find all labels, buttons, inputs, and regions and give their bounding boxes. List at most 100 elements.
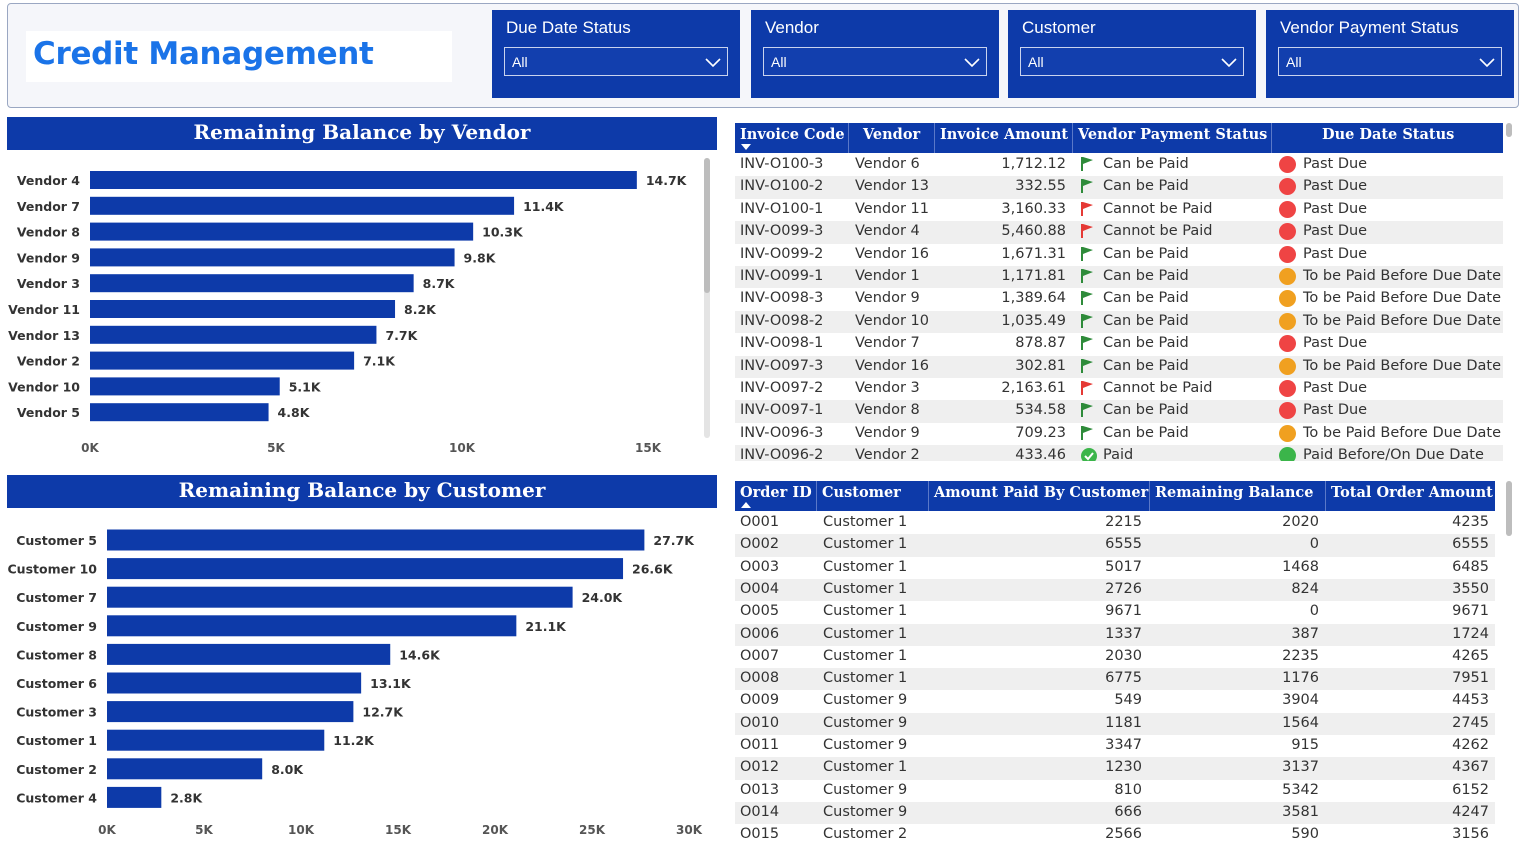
vendor-payment-status: Can be Paid bbox=[1103, 156, 1189, 172]
chevron-down-icon bbox=[1479, 58, 1495, 68]
table-row[interactable]: O006 Customer 1 1337 387 1724 bbox=[735, 623, 1495, 646]
table-row[interactable]: INV-O096-2 Vendor 2 433.46 Paid Paid Before/… bbox=[735, 445, 1503, 461]
table-row[interactable]: O002 Customer 1 6555 0 6555 bbox=[735, 534, 1495, 557]
vendor-name: Vendor 1 bbox=[855, 268, 920, 284]
customer-name: Customer 9 bbox=[823, 781, 908, 798]
order-id: O008 bbox=[740, 670, 780, 687]
category-label: Vendor 13 bbox=[8, 328, 80, 343]
invoice-table-scrollbar[interactable] bbox=[1506, 123, 1512, 137]
table-row[interactable]: INV-O099-2 Vendor 16 1,671.31 Can be Paid Pa… bbox=[735, 244, 1503, 266]
order-id: O001 bbox=[740, 514, 780, 530]
category-label: Customer 6 bbox=[16, 676, 97, 691]
vendor-payment-status-dropdown[interactable]: All bbox=[1278, 47, 1502, 76]
col-vendor[interactable]: Vendor bbox=[863, 126, 921, 143]
table-row[interactable]: O012 Customer 1 1230 3137 4367 bbox=[735, 757, 1495, 780]
scrollbar-thumb[interactable] bbox=[1506, 481, 1512, 536]
table-row[interactable]: O003 Customer 1 5017 1468 6485 bbox=[735, 557, 1495, 579]
category-label: Customer 2 bbox=[16, 762, 97, 777]
table-row[interactable]: INV-O097-1 Vendor 8 534.58 Can be Paid Past … bbox=[735, 400, 1503, 423]
col-vendor-payment-status[interactable]: Vendor Payment Status bbox=[1078, 126, 1268, 143]
data-label: 7.1K bbox=[363, 354, 396, 369]
invoice-code: INV-O097-3 bbox=[740, 357, 824, 374]
total-order-amount: 4453 bbox=[1452, 692, 1489, 709]
table-row[interactable]: INV-O099-1 Vendor 1 1,171.81 Can be Paid To … bbox=[735, 266, 1503, 289]
table-row[interactable]: O014 Customer 9 666 3581 4247 bbox=[735, 801, 1495, 825]
invoice-code: INV-O100-3 bbox=[740, 156, 824, 172]
bar bbox=[90, 196, 515, 215]
order-table-scrollbar[interactable] bbox=[1506, 481, 1512, 536]
col-invoice-amount[interactable]: Invoice Amount bbox=[940, 126, 1069, 143]
order-id: O013 bbox=[740, 781, 780, 798]
remaining-balance: 3904 bbox=[1282, 692, 1319, 709]
table-row[interactable]: INV-O099-3 Vendor 4 5,460.88 Cannot be Paid… bbox=[735, 221, 1503, 244]
col-total-order-amount[interactable]: Total Order Amount bbox=[1331, 484, 1493, 501]
col-order-id[interactable]: Order ID bbox=[740, 484, 812, 501]
dropdown-value: All bbox=[1286, 54, 1302, 70]
col-remaining-balance[interactable]: Remaining Balance bbox=[1155, 484, 1314, 501]
customer-dropdown[interactable]: All bbox=[1020, 47, 1244, 76]
customer-name: Customer 9 bbox=[823, 737, 908, 753]
vendor-name: Vendor 7 bbox=[855, 335, 920, 352]
table-row[interactable]: O011 Customer 9 3347 915 4262 bbox=[735, 735, 1495, 757]
table-row[interactable]: O015 Customer 2 2566 590 3156 bbox=[735, 824, 1495, 846]
vendor-payment-status: Cannot be Paid bbox=[1103, 200, 1213, 217]
amount-paid: 2566 bbox=[1105, 826, 1142, 843]
status-dot-icon bbox=[1279, 268, 1296, 285]
vendor-name: Vendor 11 bbox=[855, 200, 930, 217]
table-row[interactable]: INV-O098-3 Vendor 9 1,389.64 Can be Paid To … bbox=[735, 288, 1503, 310]
scrollbar-thumb[interactable] bbox=[704, 158, 710, 293]
table-row[interactable]: O007 Customer 1 2030 2235 4265 bbox=[735, 646, 1495, 668]
vendor-name: Vendor 2 bbox=[855, 447, 920, 461]
table-row[interactable]: O013 Customer 9 810 5342 6152 bbox=[735, 780, 1495, 802]
title-box bbox=[26, 31, 452, 82]
table-row[interactable]: O009 Customer 9 549 3904 4453 bbox=[735, 690, 1495, 712]
bar bbox=[107, 786, 162, 808]
table-row[interactable]: INV-O097-3 Vendor 16 302.81 Can be Paid To b… bbox=[735, 355, 1503, 378]
total-order-amount: 4235 bbox=[1452, 514, 1489, 530]
col-amount-paid[interactable]: Amount Paid By Customer bbox=[934, 484, 1149, 501]
table-row[interactable]: O008 Customer 1 6775 1176 7951 bbox=[735, 668, 1495, 691]
vendor-payment-status: Can be Paid bbox=[1103, 424, 1189, 441]
total-order-amount: 4262 bbox=[1452, 737, 1489, 753]
table-row[interactable]: O001 Customer 1 2215 2020 4235 bbox=[735, 512, 1495, 534]
table-row[interactable]: O004 Customer 1 2726 824 3550 bbox=[735, 578, 1495, 602]
col-invoice-code[interactable]: Invoice Code bbox=[740, 126, 845, 143]
col-customer[interactable]: Customer bbox=[822, 484, 901, 501]
category-label: Customer 5 bbox=[16, 533, 97, 548]
table-row[interactable]: O010 Customer 9 1181 1564 2745 bbox=[735, 712, 1495, 736]
table-row[interactable]: INV-O100-3 Vendor 6 1,712.12 Can be Paid Pas… bbox=[735, 154, 1503, 176]
vendor-chart-scrollbar[interactable] bbox=[704, 158, 710, 438]
dropdown-value: All bbox=[512, 54, 528, 70]
green-flag-icon bbox=[1080, 156, 1094, 176]
x-tick-label: 10K bbox=[288, 823, 315, 837]
data-label: 11.2K bbox=[333, 733, 375, 748]
amount-paid: 666 bbox=[1114, 803, 1142, 820]
invoice-amount: 1,389.64 bbox=[1001, 290, 1066, 307]
data-label: 10.3K bbox=[482, 225, 524, 240]
status-dot-icon bbox=[1279, 290, 1296, 308]
table-row[interactable]: INV-O097-2 Vendor 3 2,163.61 Cannot be Paid… bbox=[735, 378, 1503, 400]
status-dot-icon bbox=[1279, 447, 1296, 461]
due-date-status-dropdown[interactable]: All bbox=[504, 47, 728, 76]
amount-paid: 9671 bbox=[1105, 603, 1142, 620]
table-row[interactable]: INV-O098-1 Vendor 7 878.87 Can be Paid Past … bbox=[735, 333, 1503, 355]
table-row[interactable]: INV-O100-2 Vendor 13 332.55 Can be Paid Past… bbox=[735, 176, 1503, 199]
vendor-payment-status: Cannot be Paid bbox=[1103, 380, 1213, 396]
table-row[interactable]: INV-O098-2 Vendor 10 1,035.49 Can be Paid To… bbox=[735, 310, 1503, 334]
remaining-balance: 1176 bbox=[1282, 670, 1319, 687]
customer-name: Customer 1 bbox=[823, 514, 908, 530]
status-dot-icon bbox=[1279, 156, 1296, 173]
sort-down-icon bbox=[741, 144, 751, 150]
table-row[interactable]: INV-O096-3 Vendor 9 709.23 Can be Paid To be… bbox=[735, 423, 1503, 445]
remaining-balance: 2235 bbox=[1282, 647, 1319, 664]
bar bbox=[90, 171, 637, 189]
remaining-balance: 1468 bbox=[1282, 558, 1319, 575]
table-row[interactable]: O005 Customer 1 9671 0 9671 bbox=[735, 601, 1495, 623]
table-row[interactable]: INV-O100-1 Vendor 11 3,160.33 Cannot be Pai… bbox=[735, 199, 1503, 221]
col-due-date-status[interactable]: Due Date Status bbox=[1322, 126, 1455, 143]
vendor-dropdown[interactable]: All bbox=[763, 47, 987, 76]
data-label: 14.7K bbox=[646, 173, 688, 188]
scrollbar-thumb[interactable] bbox=[1506, 123, 1512, 137]
invoice-amount: 878.87 bbox=[1015, 335, 1066, 352]
sort-up-icon bbox=[741, 502, 751, 508]
